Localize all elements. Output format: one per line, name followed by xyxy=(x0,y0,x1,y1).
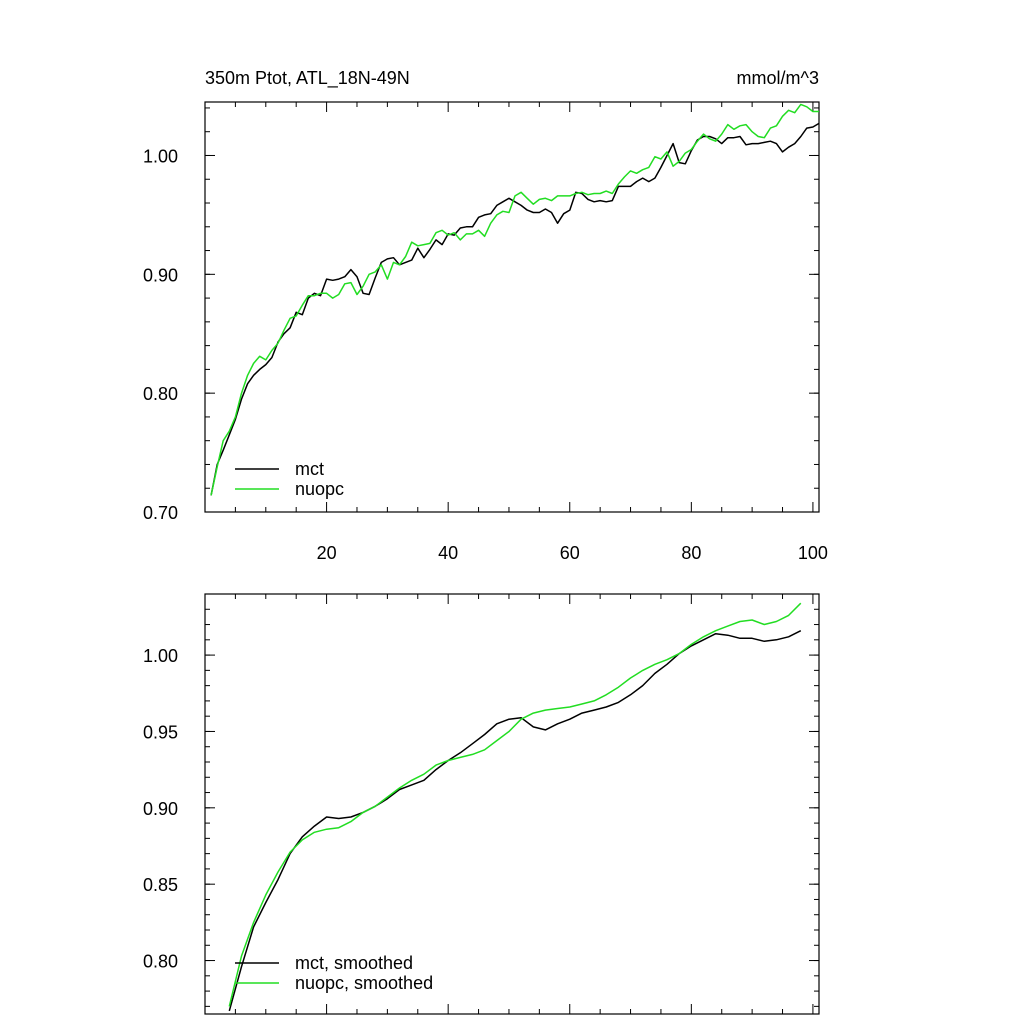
top-plot-frame xyxy=(204,101,820,513)
y-tick-label: 1.00 xyxy=(143,146,178,166)
series-line-nuopc xyxy=(210,103,819,496)
top-ticks: 20 40 60 80 100 0.70 0.80 0.90 1.00 xyxy=(143,102,828,563)
legend-label: mct, smoothed xyxy=(295,953,413,973)
legend-label: mct xyxy=(295,459,324,479)
y-tick-label: 0.80 xyxy=(143,384,178,404)
x-tick-label: 20 xyxy=(317,543,337,563)
y-tick-label: 0.95 xyxy=(143,722,178,742)
x-tick-label: 40 xyxy=(438,543,458,563)
y-tick-label: 0.70 xyxy=(143,503,178,523)
y-tick-label: 0.80 xyxy=(143,952,178,972)
x-tick-label: 60 xyxy=(560,543,580,563)
top-chart: 20 40 60 80 100 0.70 0.80 0.90 1.00 350m Ptot, A… xyxy=(143,68,828,563)
bottom-plot-frame xyxy=(204,593,820,1015)
bottom-series-lines xyxy=(228,602,802,1012)
series-line-mct-smoothed xyxy=(228,630,802,1012)
y-tick-label: 0.90 xyxy=(143,265,178,285)
legend-label: nuopc, smoothed xyxy=(295,973,433,993)
bottom-ticks: 0.80 0.85 0.90 0.95 1.00 xyxy=(143,593,819,1014)
series-line-mct xyxy=(210,122,820,496)
y-tick-label: 1.00 xyxy=(143,646,178,666)
top-chart-title: 350m Ptot, ATL_18N-49N xyxy=(205,68,410,89)
x-tick-label: 80 xyxy=(681,543,701,563)
series-line-nuopc-smoothed xyxy=(228,602,802,1007)
y-tick-label: 0.90 xyxy=(143,799,178,819)
y-tick-label: 0.85 xyxy=(143,875,178,895)
top-chart-units: mmol/m^3 xyxy=(737,68,819,88)
bottom-chart: 0.80 0.85 0.90 0.95 1.00 mct, smoothednuopc,… xyxy=(143,593,820,1015)
legend-label: nuopc xyxy=(295,479,344,499)
top-series-lines xyxy=(210,103,820,496)
x-tick-label: 100 xyxy=(798,543,828,563)
